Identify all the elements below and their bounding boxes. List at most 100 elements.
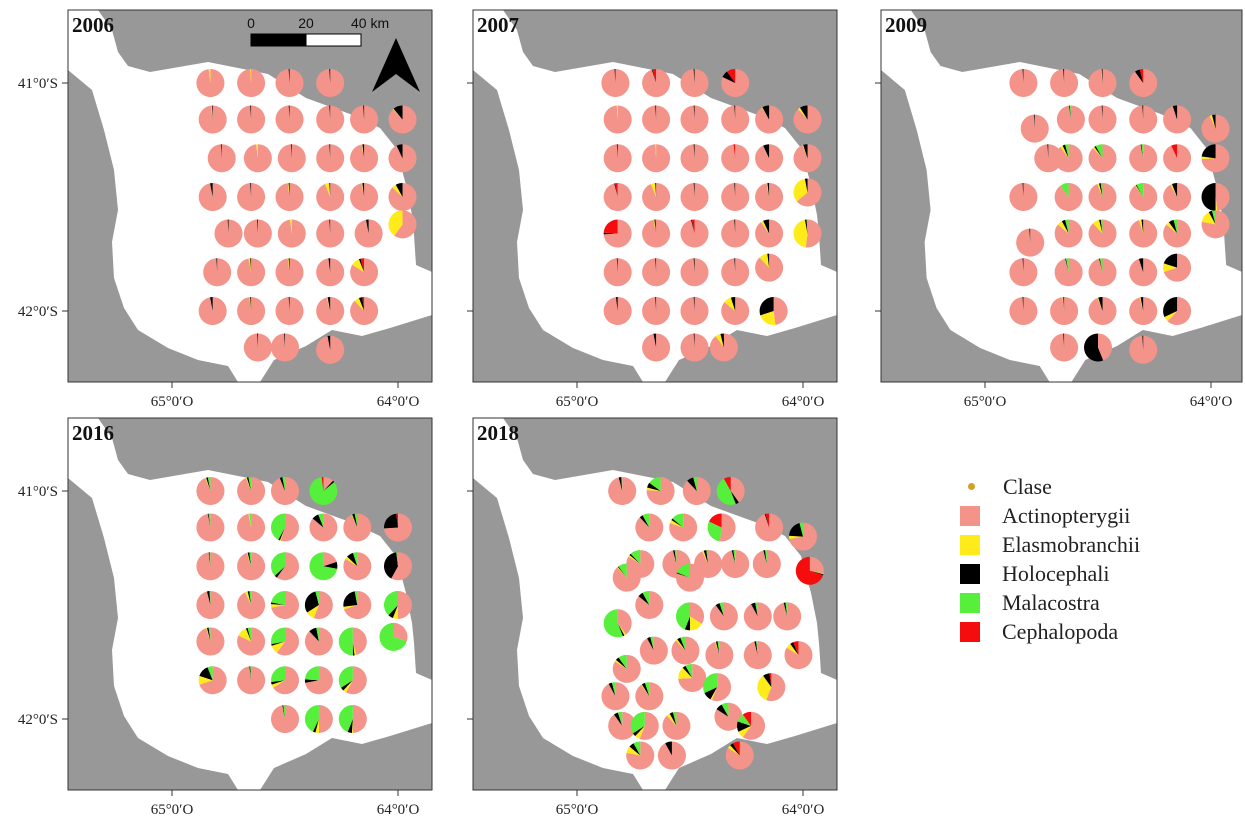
pie-slice-actinopterygii — [714, 702, 743, 731]
pie-slice-actinopterygii — [603, 183, 632, 211]
station-pie — [671, 636, 700, 665]
station-pie — [237, 183, 266, 212]
pie-slice-elasmobranchii — [271, 641, 285, 653]
pie-slice-elasmobranchii — [246, 552, 252, 567]
pie-slice-actinopterygii — [682, 477, 711, 506]
scale-bar-tick-label: 20 — [298, 15, 314, 31]
pie-slice-holocephali — [271, 602, 285, 605]
legend-item-cephalopoda: Cephalopoda — [960, 617, 1240, 646]
station-pie — [793, 219, 822, 248]
station-pie — [196, 477, 225, 506]
station-pie — [237, 627, 266, 656]
pie-slice-holocephali — [703, 550, 709, 564]
station-pie — [350, 105, 379, 134]
station-pie — [743, 602, 772, 631]
pie-slice-cephalopoda — [733, 144, 736, 159]
pie-slice-actinopterygii — [646, 477, 675, 505]
pie-slice-malacostra — [618, 654, 627, 669]
pie-slice-holocephali — [751, 602, 758, 617]
pie-slice-holocephali — [617, 566, 627, 578]
pie-slice-actinopterygii — [277, 144, 306, 173]
station-pie — [237, 591, 266, 619]
station-pie — [316, 258, 345, 287]
station-pie — [1088, 183, 1117, 212]
pie-slice-elasmobranchii — [738, 725, 752, 738]
station-pie — [680, 69, 709, 98]
pie-slice-holocephali — [340, 680, 353, 691]
pie-slice-elasmobranchii — [715, 333, 724, 348]
pie-slice-elasmobranchii — [1097, 297, 1103, 311]
pie-slice-elasmobranchii — [271, 680, 285, 688]
station-pie — [759, 297, 788, 325]
pie-slice-actinopterygii — [271, 477, 300, 506]
pie-slice-malacostra — [703, 673, 718, 694]
station-pie — [789, 522, 818, 551]
pie-slice-elasmobranchii — [760, 220, 770, 234]
pie-slice-elasmobranchii — [1134, 185, 1144, 197]
pie-slice-holocephali — [395, 183, 403, 197]
pie-slice-actinopterygii — [743, 641, 772, 670]
pie-slice-actinopterygii — [316, 105, 345, 134]
pie-slice-malacostra — [318, 513, 324, 528]
pie-slice-malacostra — [304, 666, 319, 681]
pie-slice-elasmobranchii — [271, 604, 285, 608]
pie-slice-elasmobranchii — [650, 183, 657, 197]
pie-slice-actinopterygii — [1163, 253, 1192, 282]
map-panel-2016: 41°0′S 42°0′S 65°0′O 64°0′O 2016 — [18, 417, 433, 818]
pie-slice-actinopterygii — [198, 183, 227, 211]
pie-slice-holocephali — [1029, 228, 1031, 243]
station-pie — [1129, 258, 1158, 287]
panel-year-label: 2009 — [885, 13, 927, 37]
pie-slice-malacostra — [352, 552, 358, 567]
pie-slice-elasmobranchii — [392, 108, 403, 120]
pie-slice-actinopterygii — [642, 69, 671, 97]
pie-slice-actinopterygii — [680, 219, 709, 248]
pie-slice-elasmobranchii — [392, 605, 398, 619]
pie-slice-malacostra — [207, 666, 213, 681]
pie-slice-malacostra — [304, 705, 319, 732]
pie-slice-malacostra — [685, 663, 693, 678]
pie-slice-cephalopoda — [655, 219, 657, 234]
station-pie — [1129, 144, 1158, 173]
pie-slice-elasmobranchii — [690, 616, 702, 631]
station-pie — [773, 602, 802, 631]
legend-item-elasmobranchii: Elasmobranchii — [960, 530, 1240, 559]
pie-slice-holocephali — [288, 297, 290, 311]
coastal-island — [128, 30, 188, 58]
pie-slice-holocephali — [767, 183, 770, 197]
pie-slice-holocephali — [809, 570, 824, 576]
station-pie — [682, 477, 711, 506]
pie-slice-holocephali — [1022, 297, 1024, 311]
station-pie — [1016, 228, 1045, 257]
pie-slice-actinopterygii — [709, 333, 738, 362]
station-pie — [721, 297, 750, 326]
pie-slice-elasmobranchii — [669, 519, 684, 528]
pie-slice-actinopterygii — [642, 333, 671, 362]
pie-slice-elasmobranchii — [208, 69, 211, 83]
station-pie — [243, 144, 272, 173]
pie-slice-actinopterygii — [275, 105, 304, 134]
panel-frame — [880, 9, 1243, 383]
station-pie — [721, 183, 750, 211]
pie-slice-cephalopoda — [615, 183, 618, 197]
pie-slice-holocephali — [615, 657, 627, 669]
pie-slice-malacostra — [717, 641, 720, 656]
station-pie — [275, 69, 304, 98]
station-pie — [635, 682, 664, 711]
pie-slice-elasmobranchii — [352, 259, 365, 273]
pie-slice-actinopterygii — [316, 219, 345, 248]
pie-slice-malacostra — [706, 549, 709, 564]
panel-frame — [472, 417, 838, 791]
scale-bar-white-segment — [305, 33, 362, 47]
pie-slice-holocephali — [1022, 183, 1024, 197]
station-pie — [316, 219, 345, 248]
pie-slice-actinopterygii — [316, 335, 345, 364]
pie-slice-holocephali — [210, 183, 213, 197]
pie-slice-malacostra — [271, 627, 285, 645]
pie-slice-holocephali — [323, 561, 338, 569]
pie-slice-holocephali — [327, 335, 331, 350]
pie-slice-holocephali — [206, 627, 211, 642]
pie-slice-holocephali — [614, 69, 616, 83]
pie-slice-elasmobranchii — [1100, 69, 1103, 83]
pie-slice-holocephali — [1063, 297, 1065, 311]
